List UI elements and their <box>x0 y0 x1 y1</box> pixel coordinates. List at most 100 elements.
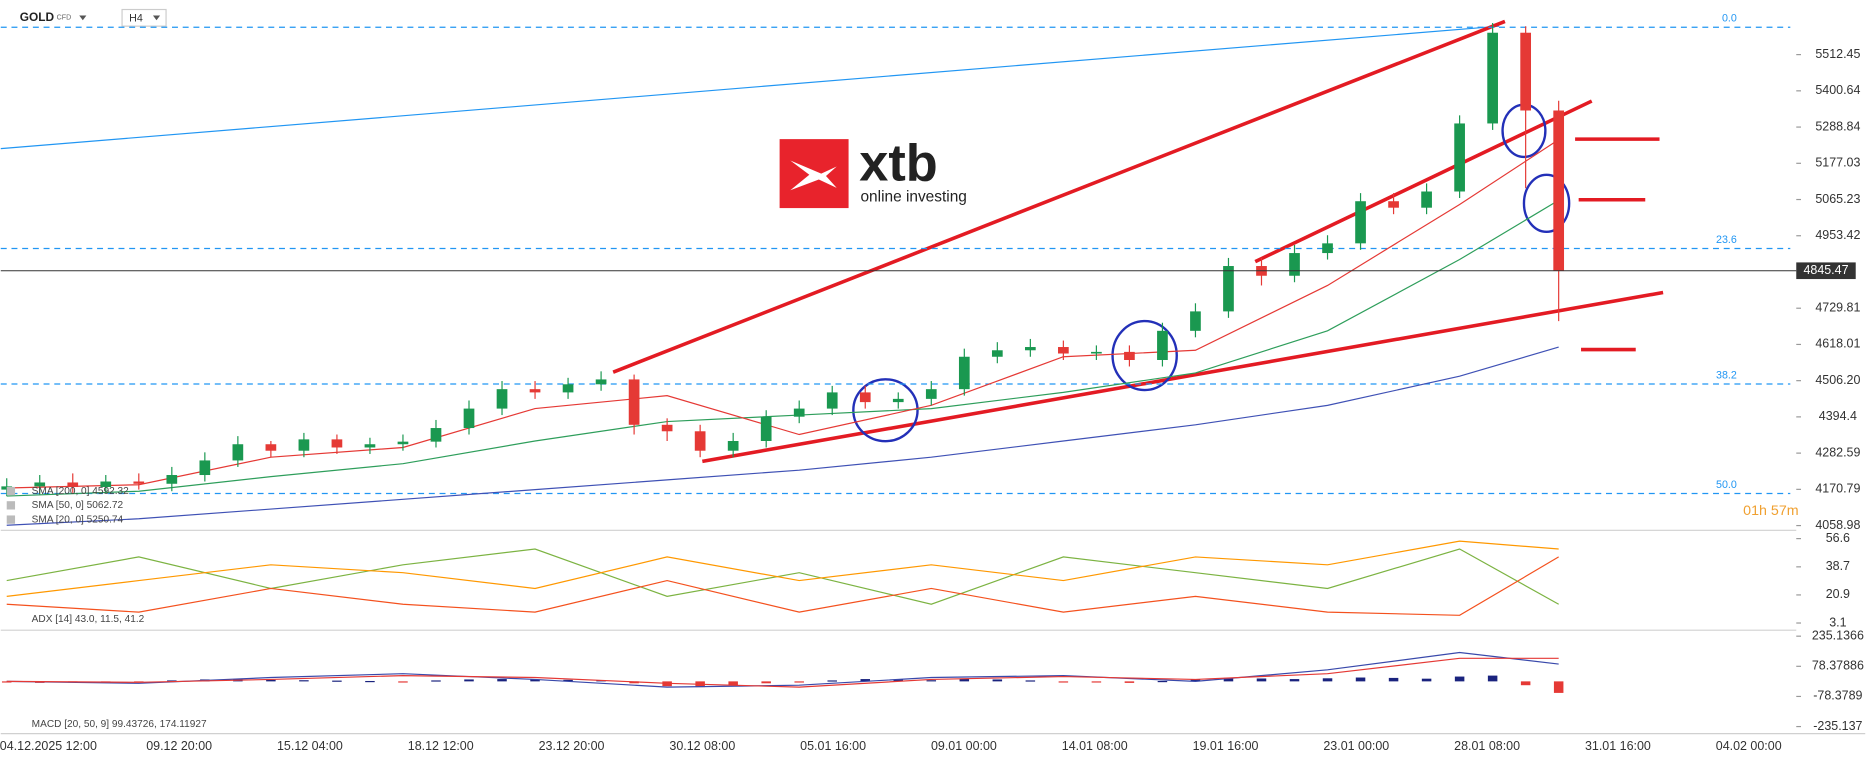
legend-icon <box>6 515 16 524</box>
candle-body <box>1 486 13 490</box>
histogram-bar <box>1388 677 1399 682</box>
candle-body <box>1223 266 1234 312</box>
indicator-line <box>6 651 1559 688</box>
y-tick-label: 38.7 <box>1826 559 1850 573</box>
histogram-bar <box>860 679 871 682</box>
candle-body <box>1157 330 1168 360</box>
histogram-bar <box>266 679 276 682</box>
x-tick-label: 04.12.2025 12:00 <box>0 739 97 753</box>
candle-body <box>430 428 442 442</box>
x-tick-label: 19.01 16:00 <box>1193 739 1259 753</box>
x-tick-label: 09.01 00:00 <box>931 739 997 753</box>
legend-entry: SMA [50, 0] 5062.72 <box>32 500 124 511</box>
candle-body <box>727 440 739 451</box>
y-tick-label: 56.6 <box>1826 531 1850 545</box>
histogram-bar <box>1190 679 1201 682</box>
legend-icon <box>6 501 16 510</box>
indicator-legend: MACD [20, 50, 9] 99.43726, 174.11927 <box>32 719 207 730</box>
candle-body <box>331 439 343 448</box>
logo-text: xtb <box>859 134 937 192</box>
y-tick-label: 4394.4 <box>1819 409 1857 423</box>
y-tick-label: 4282.59 <box>1815 445 1860 459</box>
histogram-bar <box>728 681 738 686</box>
indicator-legend: ADX [14] 43.0, 11.5, 41.2 <box>32 614 145 625</box>
x-tick-label: 18.12 12:00 <box>408 739 474 753</box>
legend-icon <box>6 486 16 496</box>
highlight-circle <box>1111 319 1178 392</box>
current-price-label: 4845.47 <box>1803 263 1848 277</box>
histogram-bar <box>1553 681 1564 693</box>
logo-tagline: online investing <box>860 188 966 205</box>
candle-body <box>199 460 211 476</box>
indicator-line <box>6 556 1559 616</box>
y-tick-label: 5288.84 <box>1815 119 1860 133</box>
histogram-bar <box>1355 677 1366 682</box>
histogram-bar <box>893 679 904 682</box>
histogram-bar <box>464 679 474 682</box>
candle-body <box>265 444 277 451</box>
candle-body <box>166 475 178 484</box>
candle-body <box>760 416 772 441</box>
histogram-bar <box>1322 678 1333 682</box>
candle-body <box>1388 201 1399 208</box>
timeframe-box <box>121 8 167 27</box>
trendline <box>612 19 1506 374</box>
candle-body <box>1124 351 1135 360</box>
y-tick-label: 4058.98 <box>1815 518 1860 532</box>
candle-body <box>562 384 574 393</box>
fib-label: 23.6 <box>1716 234 1737 246</box>
timeframe-dropdown[interactable]: H4 <box>121 8 167 27</box>
histogram-bar <box>1091 681 1102 683</box>
histogram-bar <box>1487 675 1498 682</box>
candle-body <box>628 379 640 425</box>
highlight-circles <box>852 103 1571 443</box>
y-tick-label: 4618.01 <box>1815 337 1860 351</box>
histogram-bar <box>365 680 375 683</box>
candle-body <box>133 481 145 484</box>
x-tick-label: 23.01 00:00 <box>1323 739 1389 753</box>
histogram-bar <box>299 680 309 682</box>
histogram-bar <box>794 681 804 683</box>
candle-body <box>1289 253 1300 276</box>
histogram-bar <box>431 680 441 682</box>
candle-body <box>1421 191 1432 208</box>
candle-body <box>529 389 541 393</box>
histogram-bar <box>1058 681 1069 683</box>
candle-body <box>991 350 1003 357</box>
symbol-dropdown[interactable] <box>79 15 87 21</box>
histogram-bar <box>1454 676 1465 682</box>
highlight-circle <box>1522 173 1571 234</box>
timeframe: H4 <box>129 12 143 24</box>
candle-body <box>661 424 673 432</box>
indicator-line <box>6 657 1559 688</box>
histogram-bar <box>1520 681 1531 686</box>
histogram-bar <box>992 679 1003 682</box>
y-tick-label: 5512.45 <box>1815 47 1860 61</box>
histogram-bar <box>497 679 507 682</box>
histogram-bar <box>1421 678 1432 682</box>
histogram-bar <box>167 680 177 682</box>
fib-label: 0.0 <box>1722 13 1737 25</box>
x-tick-label: 28.01 08:00 <box>1454 739 1520 753</box>
countdown: 01h 57m <box>1743 503 1798 519</box>
candle-body <box>1091 351 1102 354</box>
histogram-bar <box>827 680 837 682</box>
histogram-bar <box>332 680 342 682</box>
histogram-bar <box>563 679 573 682</box>
candle-body <box>1322 243 1333 254</box>
symbol-type: CFD <box>57 14 72 22</box>
symbol: GOLD <box>20 10 55 24</box>
histogram-bar <box>1157 680 1168 683</box>
y-tick-label: 5400.64 <box>1815 83 1860 97</box>
histogram-bar <box>959 678 970 682</box>
x-tick-label: 30.12 08:00 <box>669 739 735 753</box>
trendline <box>1254 99 1593 264</box>
y-tick-label: 20.9 <box>1826 587 1850 601</box>
candle-body <box>298 439 310 451</box>
logo-mark <box>790 160 837 191</box>
dropdown-arrow <box>152 15 161 21</box>
candle-body <box>1520 32 1532 111</box>
y-tick-label: 5177.03 <box>1815 156 1860 170</box>
candle-body <box>463 408 475 429</box>
y-tick-label: 5065.23 <box>1815 192 1860 206</box>
